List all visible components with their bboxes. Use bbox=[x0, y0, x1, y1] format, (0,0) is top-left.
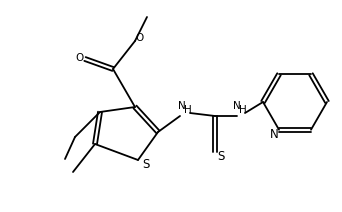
Text: S: S bbox=[142, 158, 150, 170]
Text: H: H bbox=[239, 105, 247, 115]
Text: N: N bbox=[178, 101, 186, 111]
Text: O: O bbox=[75, 53, 83, 63]
Text: S: S bbox=[217, 151, 225, 163]
Text: N: N bbox=[269, 128, 278, 141]
Text: N: N bbox=[233, 101, 241, 111]
Text: H: H bbox=[184, 105, 192, 115]
Text: O: O bbox=[135, 33, 143, 43]
